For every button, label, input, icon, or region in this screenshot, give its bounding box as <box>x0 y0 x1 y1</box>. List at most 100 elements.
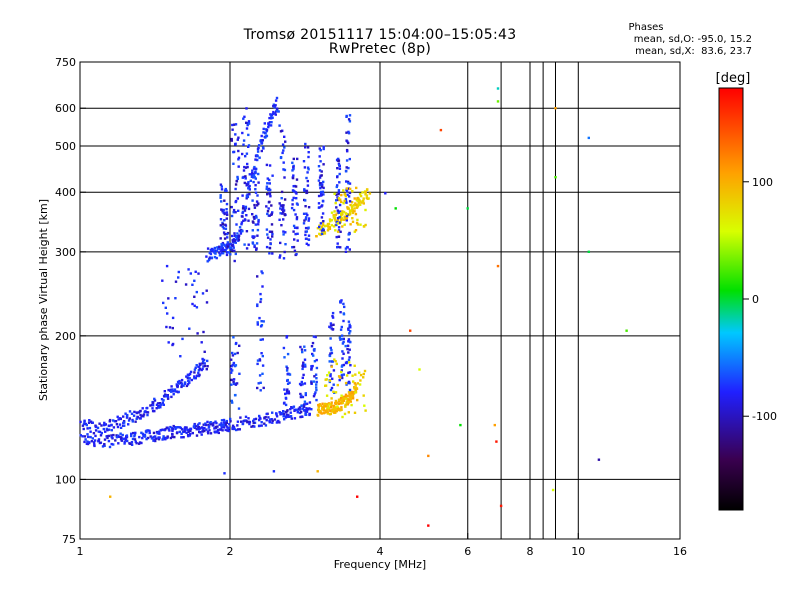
data-point <box>225 251 229 254</box>
data-point <box>253 203 256 207</box>
data-point <box>189 370 193 374</box>
data-point <box>282 410 285 413</box>
data-point <box>262 386 265 390</box>
data-point <box>193 279 196 282</box>
data-point <box>191 283 194 286</box>
data-point <box>339 396 343 400</box>
data-point <box>180 378 184 382</box>
data-point <box>365 194 369 197</box>
data-point <box>196 374 199 377</box>
data-point <box>299 408 302 411</box>
data-point <box>333 215 336 218</box>
data-point <box>195 434 199 437</box>
data-point <box>304 205 307 208</box>
data-point <box>337 211 341 214</box>
data-point <box>335 206 338 209</box>
data-point <box>122 415 125 418</box>
data-point <box>110 434 113 437</box>
data-point <box>301 395 305 399</box>
data-point <box>354 383 357 386</box>
data-point <box>345 139 348 142</box>
data-point <box>245 197 248 200</box>
data-point <box>232 208 236 212</box>
data-point <box>206 260 209 263</box>
data-point <box>145 429 148 432</box>
data-point <box>183 429 186 433</box>
data-point <box>157 436 160 439</box>
data-point <box>256 321 259 324</box>
data-point <box>337 398 341 401</box>
data-point <box>293 238 296 241</box>
data-point <box>115 423 119 426</box>
data-point <box>351 374 354 377</box>
data-point <box>241 207 245 210</box>
data-point <box>132 414 136 417</box>
data-point <box>439 128 443 132</box>
data-point <box>306 179 309 183</box>
data-point <box>348 348 351 351</box>
data-point <box>245 247 249 250</box>
data-point <box>170 395 173 399</box>
data-point <box>139 417 142 420</box>
data-point <box>322 229 325 232</box>
data-point <box>359 203 362 206</box>
data-point <box>231 128 234 131</box>
data-point <box>256 304 259 308</box>
data-point <box>219 224 222 227</box>
data-point <box>142 413 146 416</box>
data-point <box>298 406 302 409</box>
data-point <box>234 200 237 204</box>
data-point <box>349 209 353 213</box>
data-point <box>212 421 215 425</box>
data-point <box>245 184 248 187</box>
data-point <box>256 359 260 362</box>
data-point <box>324 384 327 387</box>
data-point <box>342 337 345 341</box>
data-point <box>202 330 205 334</box>
data-point <box>221 225 224 228</box>
data-point <box>318 176 322 179</box>
data-point <box>273 112 276 115</box>
data-point <box>151 404 155 407</box>
data-point <box>332 390 335 393</box>
data-point <box>349 326 352 329</box>
data-points <box>79 87 628 527</box>
data-point <box>295 202 299 205</box>
data-point <box>217 431 220 435</box>
data-point <box>349 223 352 226</box>
data-point <box>314 391 317 394</box>
data-point <box>171 427 174 431</box>
data-point <box>154 439 157 443</box>
data-point <box>202 365 205 368</box>
colorbar-label: [deg] <box>716 71 751 86</box>
data-point <box>247 420 251 424</box>
data-point <box>169 425 172 429</box>
data-point <box>266 236 270 239</box>
data-point <box>348 388 352 392</box>
data-point <box>218 247 221 251</box>
data-point <box>87 421 91 424</box>
data-point <box>275 412 278 415</box>
data-point <box>280 197 283 200</box>
data-point <box>87 435 90 439</box>
data-point <box>157 438 161 441</box>
data-point <box>296 157 299 161</box>
data-point <box>335 223 338 227</box>
data-point <box>342 313 346 316</box>
data-point <box>351 209 354 213</box>
data-point <box>222 426 225 429</box>
data-point <box>194 366 197 369</box>
data-point <box>466 207 469 210</box>
data-point <box>207 425 211 428</box>
data-point <box>348 191 352 195</box>
data-point <box>305 407 308 410</box>
data-point <box>342 340 345 344</box>
data-point <box>345 166 348 169</box>
data-point <box>261 146 265 149</box>
data-point <box>339 230 342 233</box>
data-point <box>155 403 159 406</box>
data-point <box>242 175 245 179</box>
data-point <box>292 224 296 228</box>
data-point <box>326 405 330 408</box>
data-point <box>241 215 244 218</box>
